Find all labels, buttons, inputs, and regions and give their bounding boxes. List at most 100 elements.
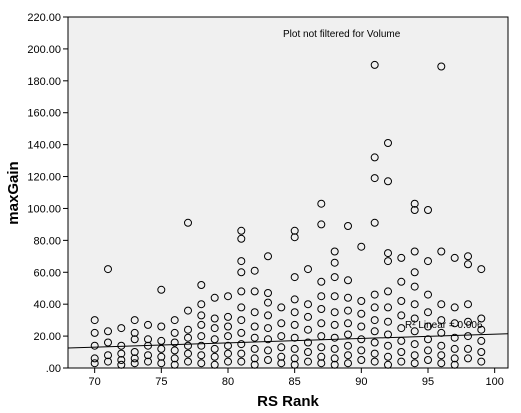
scatter-point	[224, 322, 232, 331]
scatter-point	[317, 343, 326, 352]
scatter-point	[90, 359, 99, 368]
scatter-point	[237, 268, 246, 277]
y-axis: .00 20.00 40.00 60.00 80.00 100.00 120.00 140.0…	[27, 12, 68, 375]
scatter-point	[210, 293, 219, 302]
scatter-point	[304, 338, 312, 347]
scatter-point	[464, 300, 472, 309]
scatter-point	[330, 247, 339, 256]
scatter-point	[170, 328, 179, 337]
scatter-point	[170, 338, 179, 347]
scatter-point	[317, 220, 326, 229]
scatter-point	[157, 352, 166, 361]
scatter-point	[170, 360, 179, 369]
x-tick-label: 90	[355, 376, 367, 388]
scatter-point	[464, 332, 472, 341]
scatter-point	[370, 218, 379, 227]
scatter-point	[104, 357, 112, 366]
scatter-point	[437, 300, 446, 309]
scatter-point	[344, 341, 352, 350]
scatter-point	[397, 253, 406, 262]
scatter-point	[237, 340, 246, 349]
scatter-point	[330, 292, 339, 301]
scatter-point	[290, 273, 299, 282]
scatter-point	[317, 352, 326, 361]
scatter-point	[410, 199, 419, 208]
scatter-point	[237, 328, 246, 337]
scatter-point	[184, 341, 192, 350]
scatter-point	[370, 327, 379, 336]
scatter-point	[437, 247, 446, 256]
scatter-point	[410, 300, 419, 309]
scatter-point	[224, 312, 232, 321]
y-tick-label: 200.00	[27, 44, 61, 56]
scatter-point	[170, 354, 179, 363]
scatter-point	[344, 222, 352, 230]
scatter-point	[104, 351, 112, 360]
scatter-point	[197, 351, 206, 360]
scatter-point	[90, 354, 99, 363]
scatter-point	[117, 324, 126, 333]
scatter-point	[290, 333, 299, 342]
scatter-point	[184, 218, 192, 227]
scatter-point	[330, 273, 339, 282]
scatter-point	[330, 258, 339, 267]
plot-area	[67, 16, 509, 369]
y-tick-label: 120.00	[27, 172, 61, 184]
scatter-point	[304, 348, 312, 356]
scatter-points	[90, 60, 486, 369]
y-tick-label: 160.00	[27, 108, 61, 120]
scatter-point	[317, 199, 326, 208]
scatter-point	[117, 349, 126, 358]
scatter-point	[184, 349, 192, 358]
scatter-point	[290, 320, 299, 329]
scatter-point	[477, 314, 486, 323]
scatter-point	[437, 316, 446, 325]
scatter-point	[264, 298, 272, 307]
scatter-point	[450, 344, 459, 353]
scatter-point	[130, 348, 139, 356]
scatter-point	[264, 346, 272, 355]
scatter-point	[357, 335, 366, 344]
scatter-point	[264, 324, 272, 333]
scatter-point	[357, 322, 366, 331]
scatter-point	[410, 340, 419, 349]
scatter-point	[384, 360, 392, 369]
scatter-point	[104, 338, 112, 347]
x-tick-label: 85	[289, 376, 301, 388]
scatter-point	[450, 303, 459, 312]
scatter-point	[317, 277, 326, 286]
scatter-point	[210, 314, 219, 323]
plot-annotation: Plot not filtered for Volume	[283, 29, 401, 40]
scatter-point	[344, 293, 352, 302]
scatter-point	[437, 351, 446, 360]
scatter-point	[397, 277, 406, 286]
scatter-point	[370, 303, 379, 312]
scatter-point	[477, 348, 486, 356]
scatter-point	[330, 320, 339, 329]
scatter-point	[264, 311, 272, 320]
scatter-point	[370, 290, 379, 299]
scatter-point	[410, 351, 419, 360]
scatter-point	[170, 346, 179, 355]
y-tick-label: 40.00	[33, 299, 61, 311]
scatter-point	[210, 324, 219, 333]
scatter-point	[424, 308, 432, 317]
scatter-point	[330, 354, 339, 363]
scatter-point	[197, 311, 206, 320]
scatter-point	[277, 352, 286, 361]
scatter-point	[450, 360, 459, 369]
scatter-point	[130, 359, 139, 368]
scatter-point	[130, 316, 139, 325]
x-tick-label: 80	[222, 376, 234, 388]
scatter-point	[224, 349, 232, 358]
x-axis: 70 75 80 85 90 95 100	[89, 368, 504, 388]
scatter-point	[410, 268, 419, 277]
scatter-point	[384, 257, 392, 266]
scatter-point	[464, 354, 472, 363]
scatter-point	[304, 325, 312, 334]
scatter-point	[424, 290, 432, 299]
scatter-point	[304, 312, 312, 321]
scatter-point	[477, 265, 486, 274]
scatter-point	[237, 287, 246, 296]
scatter-point	[90, 341, 99, 350]
